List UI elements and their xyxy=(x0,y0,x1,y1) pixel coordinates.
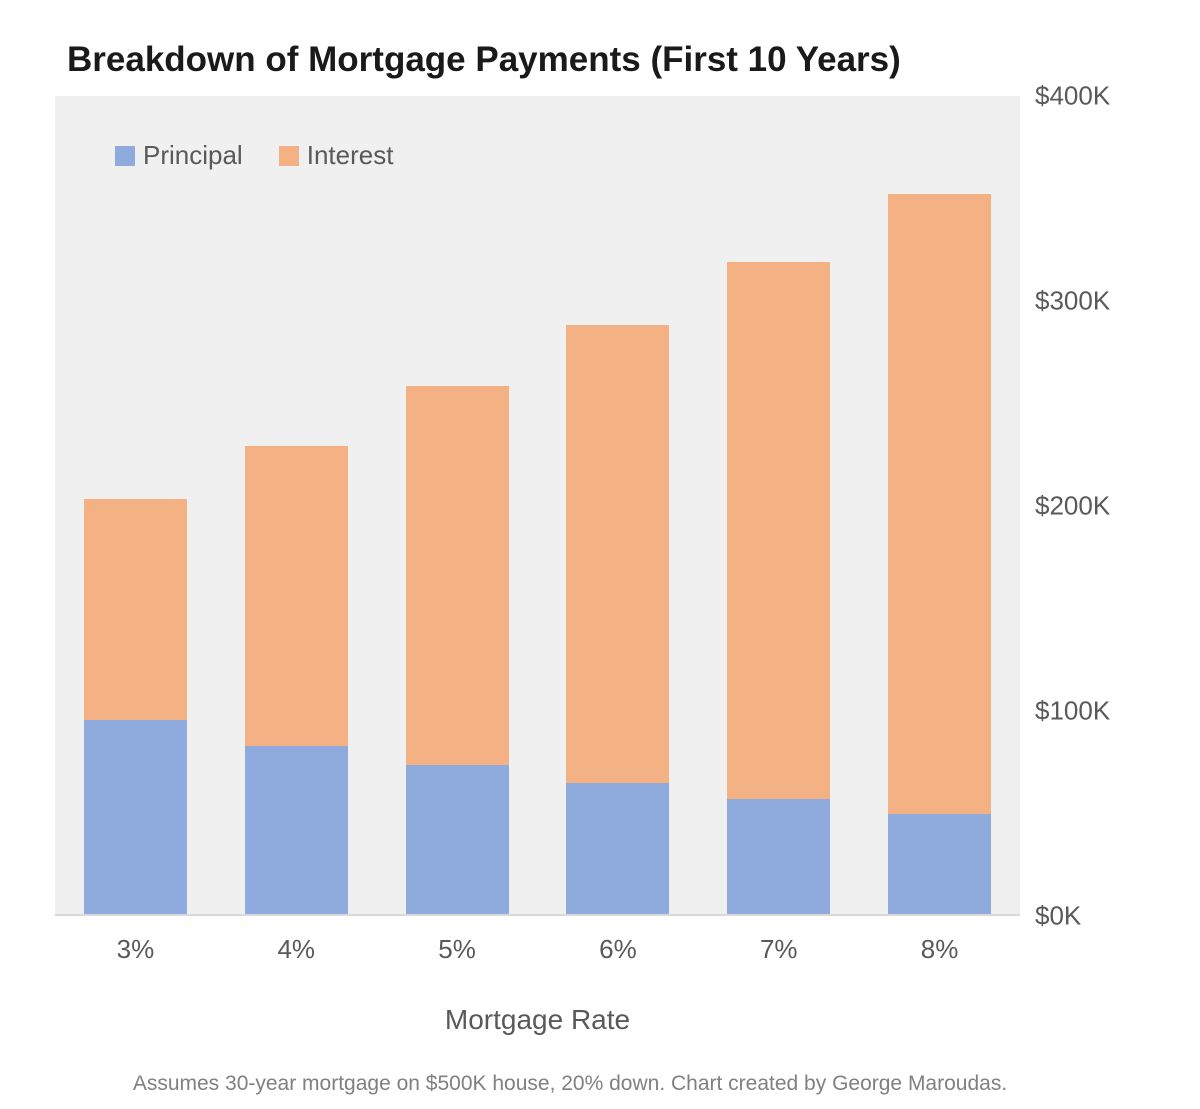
bar-segment-principal xyxy=(727,799,830,914)
bar-slot xyxy=(698,96,859,914)
bar xyxy=(727,262,830,914)
x-tick-label: 8% xyxy=(859,916,1020,996)
bars-container xyxy=(55,96,1020,914)
x-tick-label: 3% xyxy=(55,916,216,996)
y-tick-label: $200K xyxy=(1035,491,1110,522)
bar xyxy=(406,386,509,914)
bar-slot xyxy=(216,96,377,914)
bar-segment-interest xyxy=(727,262,830,800)
y-tick-label: $100K xyxy=(1035,696,1110,727)
bar-segment-principal xyxy=(406,765,509,914)
bar-segment-principal xyxy=(888,814,991,914)
bar-slot xyxy=(537,96,698,914)
chart-title: Breakdown of Mortgage Payments (First 10… xyxy=(67,40,1145,80)
chart-caption: Assumes 30-year mortgage on $500K house,… xyxy=(55,1072,1145,1096)
x-axis-title: Mortgage Rate xyxy=(55,1004,1020,1036)
bar-segment-interest xyxy=(84,499,187,720)
y-tick-label: $400K xyxy=(1035,81,1110,112)
y-tick-label: $300K xyxy=(1035,286,1110,317)
x-tick-label: 7% xyxy=(698,916,859,996)
bar-segment-interest xyxy=(406,386,509,764)
x-tick-label: 4% xyxy=(216,916,377,996)
bar xyxy=(566,325,669,914)
y-axis-labels: $0K$100K$200K$300K$400K xyxy=(1025,96,1145,916)
x-tick-label: 6% xyxy=(537,916,698,996)
bar-segment-principal xyxy=(566,783,669,914)
y-tick-label: $0K xyxy=(1035,901,1081,932)
bar xyxy=(245,446,348,914)
bar-segment-principal xyxy=(84,720,187,914)
plot-area: Principal Interest xyxy=(55,96,1020,916)
bar-slot xyxy=(377,96,538,914)
x-axis-labels: 3%4%5%6%7%8% xyxy=(55,916,1020,996)
bar-segment-interest xyxy=(566,325,669,783)
bar xyxy=(84,499,187,914)
bar-slot xyxy=(55,96,216,914)
bar xyxy=(888,194,991,914)
bar-segment-interest xyxy=(245,446,348,747)
bar-segment-principal xyxy=(245,746,348,914)
bar-slot xyxy=(859,96,1020,914)
x-tick-label: 5% xyxy=(377,916,538,996)
bar-segment-interest xyxy=(888,194,991,814)
chart-area: Principal Interest $0K$100K$200K$300K$40… xyxy=(55,96,1145,996)
